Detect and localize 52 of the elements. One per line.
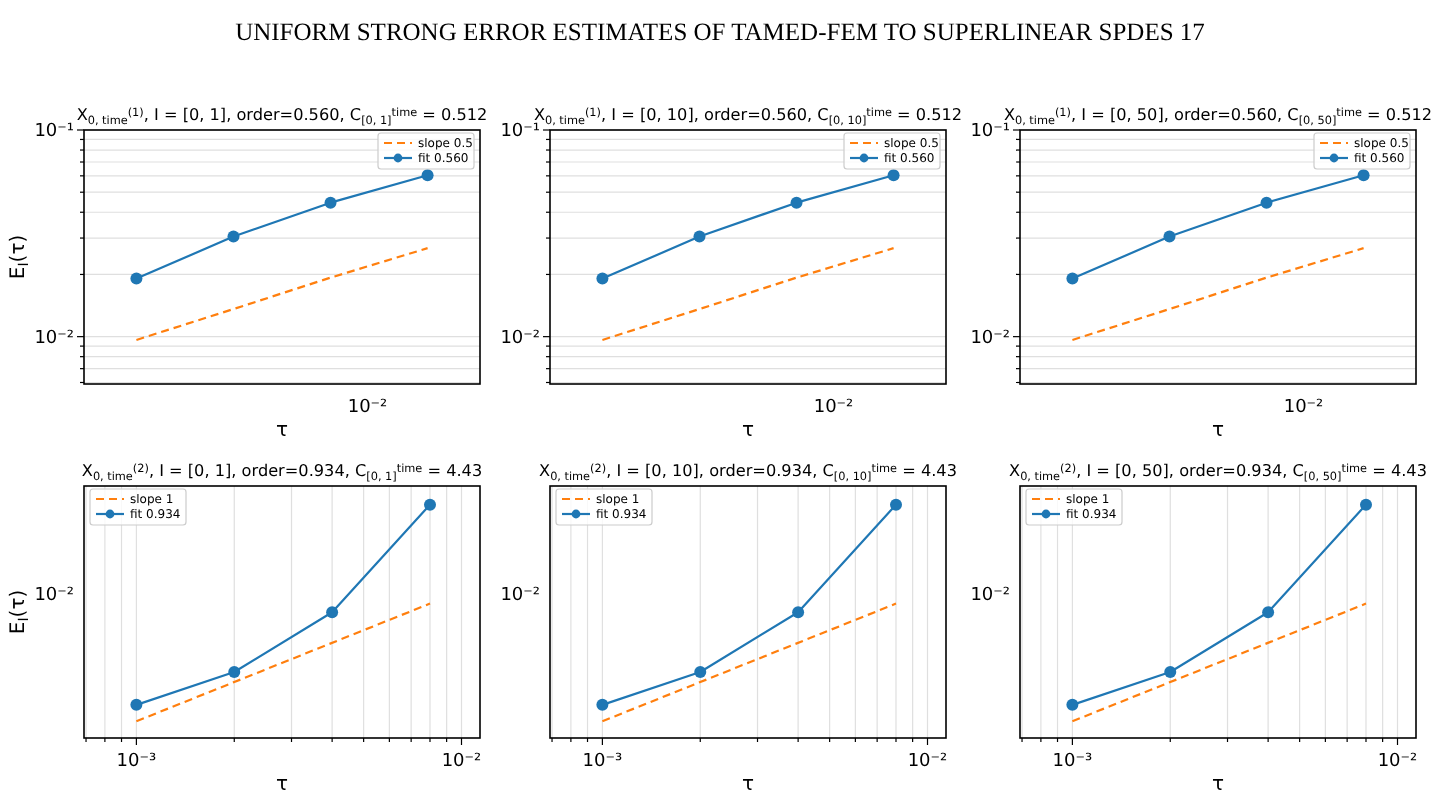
point: [596, 698, 609, 711]
x-axis-title: τ: [741, 774, 755, 796]
x-axis-title: τ: [275, 420, 289, 442]
x-tick-label: 10⁻³: [116, 752, 157, 772]
point: [421, 169, 434, 182]
point: [228, 665, 241, 678]
point: [130, 272, 143, 285]
x-tick-label: 10⁻²: [907, 752, 949, 772]
point: [596, 272, 609, 285]
point: [887, 169, 900, 182]
x-tick-label: 10⁻²: [441, 752, 483, 772]
chart-title: X$_{0, time}$$^{(2)}$, I = [0, 10], order=0.934, C$_{[0, 10]}$$^{time}$ = 4.43: [539, 460, 957, 483]
x-tick-label: 10⁻³: [1052, 752, 1093, 772]
point: [423, 498, 436, 511]
chart-title: X$_{0, time}$$^{(1)}$, I = [0, 10], order=0.560, C$_{[0, 10]}$$^{time}$ = 0.512: [533, 104, 963, 127]
point: [792, 606, 805, 619]
x-tick-label: 10⁻²: [1377, 752, 1419, 772]
x-axis-title: τ: [275, 774, 289, 796]
x-axis-title: τ: [1211, 774, 1225, 796]
point: [694, 665, 707, 678]
x-axis-title: τ: [1211, 420, 1225, 442]
point: [790, 196, 803, 209]
point: [1164, 665, 1177, 678]
text: 10⁻²: [1283, 398, 1325, 418]
text: 10⁻²: [813, 398, 855, 418]
point: [1359, 498, 1372, 511]
point: [1163, 230, 1176, 243]
point: [1357, 169, 1370, 182]
x-axis-title: τ: [741, 420, 755, 442]
chart-title: X$_{0, time}$$^{(1)}$, I = [0, 50], order=0.560, C$_{[0, 50]}$$^{time}$ = 0.512: [1003, 104, 1433, 127]
text: UNIFORM STRONG ERROR ESTIMATES OF TAMED-FEM TO SUPERLINEAR SPDES 17: [235, 18, 1205, 46]
text: 10⁻²: [347, 398, 389, 418]
y-tick-label: 10⁻¹: [34, 122, 75, 142]
y-tick-label: 10⁻¹: [500, 122, 541, 142]
chart-title: X$_{0, time}$$^{(2)}$, I = [0, 50], order=0.934, C$_{[0, 50]}$$^{time}$ = 4.43: [1009, 460, 1427, 483]
point: [1066, 698, 1079, 711]
point: [889, 498, 902, 511]
line-series: [601, 247, 895, 342]
point: [130, 698, 143, 711]
point: [1066, 272, 1079, 285]
y-tick-label: 10⁻¹: [970, 122, 1011, 142]
point: [693, 230, 706, 243]
line-series: [135, 247, 429, 342]
point: [1260, 196, 1273, 209]
line-series: [1071, 247, 1365, 342]
x-tick-label: 10⁻³: [582, 752, 623, 772]
chart-title: X$_{0, time}$$^{(2)}$, I = [0, 1], order=0.934, C$_{[0, 1]}$$^{time}$ = 4.43: [81, 460, 483, 483]
point: [324, 196, 337, 209]
point: [326, 606, 339, 619]
point: [227, 230, 240, 243]
point: [1262, 606, 1275, 619]
chart-title: X$_{0, time}$$^{(1)}$, I = [0, 1], order=0.560, C$_{[0, 1]}$$^{time}$ = 0.512: [76, 104, 488, 127]
